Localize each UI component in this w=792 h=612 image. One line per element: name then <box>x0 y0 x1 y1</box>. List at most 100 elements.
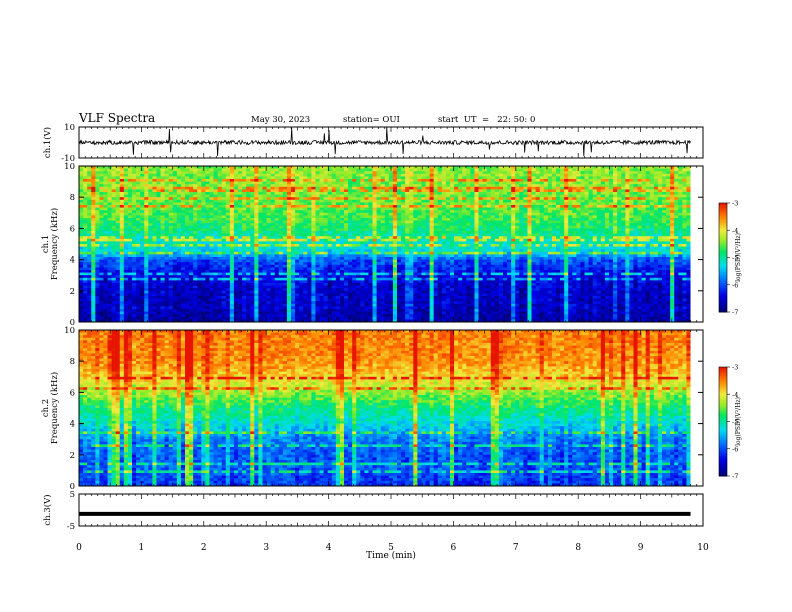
spectrogram-cell <box>343 241 349 245</box>
spectrogram-cell <box>458 205 463 208</box>
spectrogram-cell <box>474 166 479 169</box>
spectrogram-cell <box>352 173 357 177</box>
spectrogram-cell <box>515 171 520 175</box>
spectrogram-cell <box>519 223 524 227</box>
spectrogram-cell <box>584 212 589 216</box>
spectrogram-cell <box>551 228 557 232</box>
spectrogram-cell <box>523 218 528 221</box>
spectrogram-cell <box>376 186 382 190</box>
spectrogram-cell <box>604 225 610 229</box>
spectrogram-cell <box>661 181 667 185</box>
spectrogram-cell <box>519 194 524 198</box>
spectrogram-cell <box>433 210 439 214</box>
spectrogram-cell <box>295 236 300 240</box>
spectrogram-cell <box>180 179 186 182</box>
spectrogram-cell <box>311 166 316 169</box>
spectrogram-cell <box>189 238 194 242</box>
spectrogram-cell <box>568 179 573 182</box>
spectrogram-cell <box>140 225 145 229</box>
spectrogram-cell <box>311 205 316 208</box>
spectrogram-cell <box>87 249 92 253</box>
spectrogram-cell <box>368 212 373 216</box>
spectrogram-cell <box>417 194 422 198</box>
spectrogram-cell <box>87 241 92 245</box>
spectrogram-cell <box>95 236 100 240</box>
spectrogram-cell <box>629 225 634 229</box>
spectrogram-cell <box>547 197 553 201</box>
spectrogram-cell <box>140 171 145 175</box>
spectrogram-cell <box>580 189 585 193</box>
spectrogram-cell <box>233 184 239 188</box>
spectrogram-cell <box>641 210 647 214</box>
spectrogram-cell <box>83 168 88 172</box>
spectrogram-cell <box>246 249 251 253</box>
spectrogram-cell <box>87 176 92 180</box>
spectrogram-cell <box>547 212 553 216</box>
spectrogram-cell <box>132 233 137 237</box>
spectrogram-cell <box>189 225 194 229</box>
spectrogram-cell <box>111 199 117 203</box>
spectrogram-cell <box>315 176 320 180</box>
spectrogram-cell <box>99 186 104 190</box>
spectrogram-cell <box>425 246 431 250</box>
spectrogram-cell <box>242 225 247 229</box>
spectrogram-cell <box>99 168 104 172</box>
spectrogram-cell <box>641 212 647 216</box>
spectrogram-cell <box>625 207 630 211</box>
spectrogram-cell <box>376 236 382 240</box>
spectrogram-cell <box>580 179 585 182</box>
spectrogram-cell <box>478 166 484 169</box>
spectrogram-cell <box>670 249 675 253</box>
spectrogram-cell <box>229 251 235 255</box>
spectrogram-cell <box>417 189 422 193</box>
spectrogram-cell <box>95 241 100 245</box>
spectrogram-cell <box>653 246 659 250</box>
spectrogram-cell <box>132 192 137 195</box>
spectrogram-cell <box>311 192 316 195</box>
spectrogram-cell <box>405 207 410 211</box>
spectrogram-cell <box>193 173 198 177</box>
spectrogram-cell <box>482 205 488 208</box>
spectrogram-cell <box>486 194 492 198</box>
spectrogram-cell <box>466 220 471 224</box>
spectrogram-cell <box>392 207 398 211</box>
spectrogram-cell <box>429 233 435 237</box>
spectrogram-cell <box>482 215 488 219</box>
spectrogram-cell <box>674 238 679 242</box>
spectrogram-cell <box>523 236 528 240</box>
spectrogram-cell <box>670 184 675 188</box>
spectrogram-cell <box>572 241 577 245</box>
spectrogram-cell <box>176 210 182 214</box>
spectrogram-cell <box>462 249 467 253</box>
spectrogram-cell <box>666 166 671 169</box>
spectrogram-cell <box>197 194 202 198</box>
spectrogram-cell <box>413 218 418 221</box>
spectrogram-cell <box>392 181 398 185</box>
spectrogram-cell <box>107 228 113 232</box>
spectrogram-cell <box>617 212 622 216</box>
spectrogram-cell <box>657 233 663 237</box>
spectrogram-cell <box>560 184 565 188</box>
spectrogram-cell <box>547 236 553 240</box>
spectrogram-cell <box>572 231 577 234</box>
spectrogram-cell <box>625 173 630 177</box>
spectrogram-cell <box>295 223 300 227</box>
spectrogram-cell <box>348 233 353 237</box>
spectrogram-cell <box>201 179 206 182</box>
spectrogram-cell <box>498 231 504 234</box>
spectrogram-cell <box>360 225 365 229</box>
spectrogram-cell <box>653 249 659 253</box>
spectrogram-cell <box>123 231 129 234</box>
spectrogram-cell <box>176 189 182 193</box>
spectrogram-cell <box>433 249 439 253</box>
spectrogram-cell <box>674 189 679 193</box>
spectrogram-cell <box>527 228 532 232</box>
spectrogram-cell <box>454 197 459 201</box>
spectrogram-cell <box>229 202 235 206</box>
spectrogram-cell <box>661 168 667 172</box>
spectrogram-cell <box>233 251 239 255</box>
spectrogram-cell <box>327 197 333 201</box>
spectrogram-cell <box>629 189 634 193</box>
spectrogram-cell <box>217 186 223 190</box>
spectrogram-cell <box>364 249 369 253</box>
